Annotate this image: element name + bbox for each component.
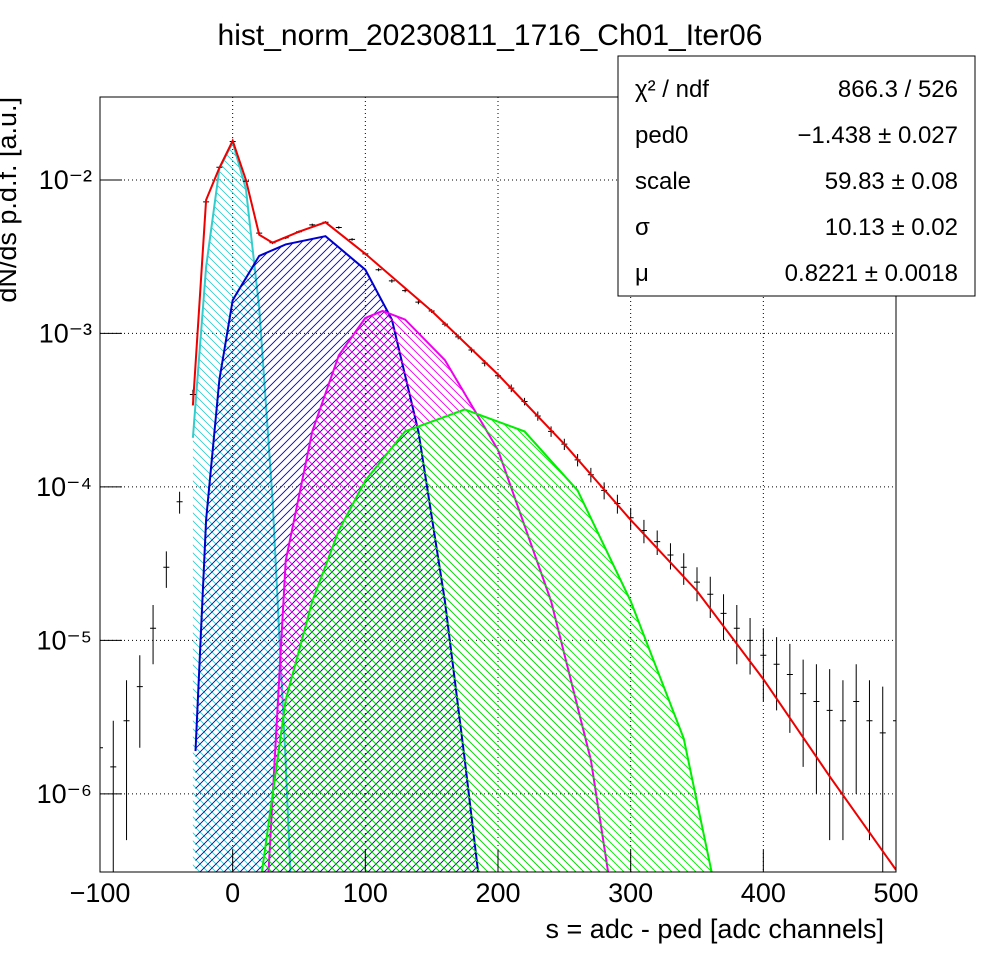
data-point: [309, 223, 316, 227]
chart-title: hist_norm_20230811_1716_Ch01_Iter06: [218, 19, 763, 52]
data-point: [879, 686, 886, 872]
stats-value: 10.13 ± 0.02: [825, 214, 958, 241]
data-point: [349, 238, 356, 241]
data-point: [826, 669, 833, 841]
stats-box: χ² / ndf 866.3 / 526 ped0 −1.438 ± 0.027 sca…: [617, 55, 976, 297]
data-point: [335, 226, 342, 229]
plot-area: [100, 97, 896, 872]
stats-name: μ: [635, 260, 649, 287]
fit-curve: [260, 408, 713, 872]
stats-frame: [617, 55, 976, 297]
data-point: [654, 530, 661, 556]
data-point: [110, 720, 117, 872]
data-point: [866, 680, 873, 841]
y-tick-label: 10⁻³: [39, 318, 92, 348]
data-point: [123, 680, 130, 841]
stats-name: χ² / ndf: [635, 76, 709, 103]
data-point: [720, 594, 727, 641]
x-tick-label: 500: [873, 878, 918, 908]
x-tick-label: −100: [70, 878, 131, 908]
stats-value: 59.83 ± 0.08: [825, 168, 958, 195]
hatch-area: [261, 409, 712, 872]
data-point: [694, 567, 700, 602]
data-point: [375, 268, 382, 272]
data-point: [136, 655, 143, 748]
axes: −100 0 100 200 300 400 500 10⁻⁶ 10⁻⁵ 10⁻⁴ 10⁻³ 10⁻²: [36, 165, 918, 908]
stats-value: 866.3 / 526: [838, 76, 958, 103]
x-tick-label: 300: [608, 878, 653, 908]
x-tick-label: 200: [475, 878, 520, 908]
data-point: [800, 659, 807, 767]
data-point: [893, 680, 896, 841]
y-tick-label: 10⁻²: [39, 165, 92, 195]
stats-name: scale: [635, 168, 691, 195]
data-point: [176, 491, 183, 514]
y-tick-label: 10⁻⁵: [37, 625, 92, 655]
data-point: [733, 605, 740, 665]
x-tick-label: 100: [343, 878, 388, 908]
y-tick-label: 10⁻⁶: [37, 779, 92, 809]
data-point: [100, 701, 103, 872]
data-point: [707, 576, 714, 618]
data-point: [667, 543, 674, 570]
stats-name: σ: [635, 214, 650, 241]
data-point: [760, 628, 767, 702]
stats-value: −1.438 ± 0.027: [797, 122, 958, 149]
x-tick-label: 0: [225, 878, 240, 908]
data-point: [853, 664, 860, 794]
stats-name: ped0: [635, 122, 688, 149]
data-point: [747, 617, 754, 675]
x-axis-label: s = adc - ped [adc channels]: [546, 914, 884, 944]
data-point: [163, 551, 170, 588]
fit-total: [191, 138, 896, 871]
data-point: [388, 279, 395, 283]
stats-value: 0.8221 ± 0.0018: [785, 260, 958, 287]
y-axis-label: dN/ds p.d.f. [a.u.]: [0, 97, 22, 303]
data-point: [150, 605, 157, 665]
data-point: [839, 680, 846, 841]
x-tick-label: 400: [741, 878, 786, 908]
data-point: [680, 553, 687, 585]
data-point: [813, 664, 820, 794]
y-tick-label: 10⁻⁴: [36, 472, 92, 502]
